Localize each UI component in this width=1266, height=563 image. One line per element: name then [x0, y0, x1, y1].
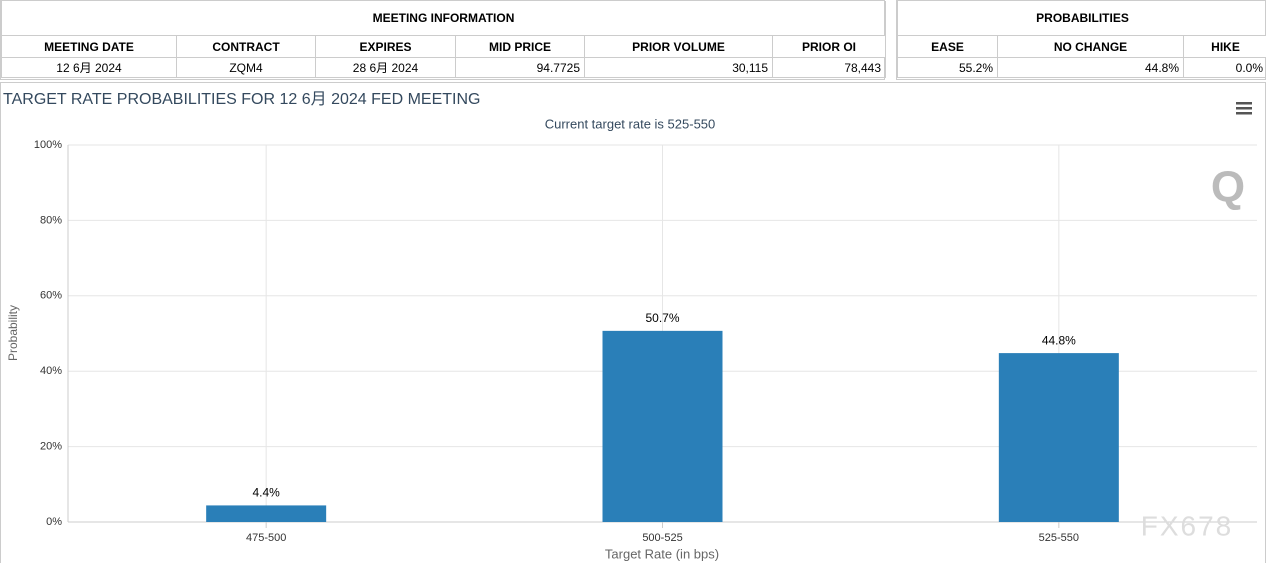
- column-header: EASE: [897, 35, 998, 58]
- x-tick-label: 500-525: [642, 532, 682, 544]
- cell: 28 6月 2024: [315, 57, 456, 78]
- x-tick-label: 475-500: [246, 532, 286, 544]
- cell: 55.2%: [897, 57, 998, 78]
- column-header: MID PRICE: [455, 35, 585, 58]
- chart: TARGET RATE PROBABILITIES FOR 12 6月 2024…: [0, 82, 1266, 563]
- bar: [998, 353, 1119, 522]
- bar: [206, 505, 327, 522]
- menu-bar: [1236, 102, 1252, 105]
- column-header: PRIOR OI: [771, 35, 887, 58]
- cell: 30,115: [584, 57, 773, 78]
- y-tick-label: 0%: [46, 516, 62, 528]
- x-axis-label: Target Rate (in bps): [605, 546, 719, 561]
- probabilities-panel: PROBABILITIES EASE NO CHANGE HIKE 55.2% …: [896, 0, 1266, 80]
- chart-title: TARGET RATE PROBABILITIES FOR 12 6月 2024…: [3, 91, 480, 108]
- column-header: EXPIRES: [315, 35, 456, 58]
- y-tick-label: 60%: [40, 290, 62, 302]
- data-label: 44.8%: [1042, 333, 1076, 347]
- data-label: 50.7%: [645, 311, 679, 325]
- chart-subtitle: Current target rate is 525-550: [545, 116, 716, 131]
- column-header: PRIOR VOLUME: [584, 35, 773, 58]
- cell: 44.8%: [997, 57, 1184, 78]
- column-header: MEETING DATE: [1, 35, 177, 58]
- logo: Q: [1211, 163, 1245, 212]
- meeting-info-panel: MEETING INFORMATION MEETING DATE CONTRAC…: [0, 0, 887, 80]
- column-header: HIKE: [1183, 35, 1266, 58]
- menu-bar: [1236, 112, 1252, 115]
- cell: 0.0%: [1183, 57, 1266, 78]
- y-tick-label: 80%: [40, 214, 62, 226]
- menu-button[interactable]: [1236, 102, 1252, 115]
- y-tick-label: 100%: [34, 139, 62, 151]
- probabilities-table: PROBABILITIES EASE NO CHANGE HIKE 55.2% …: [897, 1, 1266, 78]
- panel-title: MEETING INFORMATION: [0, 1, 887, 36]
- meeting-info-table: MEETING INFORMATION MEETING DATE CONTRAC…: [0, 1, 887, 78]
- cell: ZQM4: [176, 57, 316, 78]
- cell: 12 6月 2024: [1, 57, 177, 78]
- x-tick-label: 525-550: [1039, 532, 1079, 544]
- column-header: CONTRACT: [176, 35, 316, 58]
- cell: 94.7725: [455, 57, 585, 78]
- column-header: NO CHANGE: [997, 35, 1184, 58]
- panel-title: PROBABILITIES: [897, 1, 1266, 36]
- watermark: FX678: [1141, 510, 1234, 541]
- data-label: 4.4%: [252, 486, 280, 500]
- cell: 78,443: [771, 57, 887, 78]
- y-tick-label: 40%: [40, 365, 62, 377]
- menu-bar: [1236, 107, 1252, 110]
- bar: [602, 330, 723, 522]
- y-axis-label: Probability: [6, 305, 20, 361]
- y-tick-label: 20%: [40, 441, 62, 453]
